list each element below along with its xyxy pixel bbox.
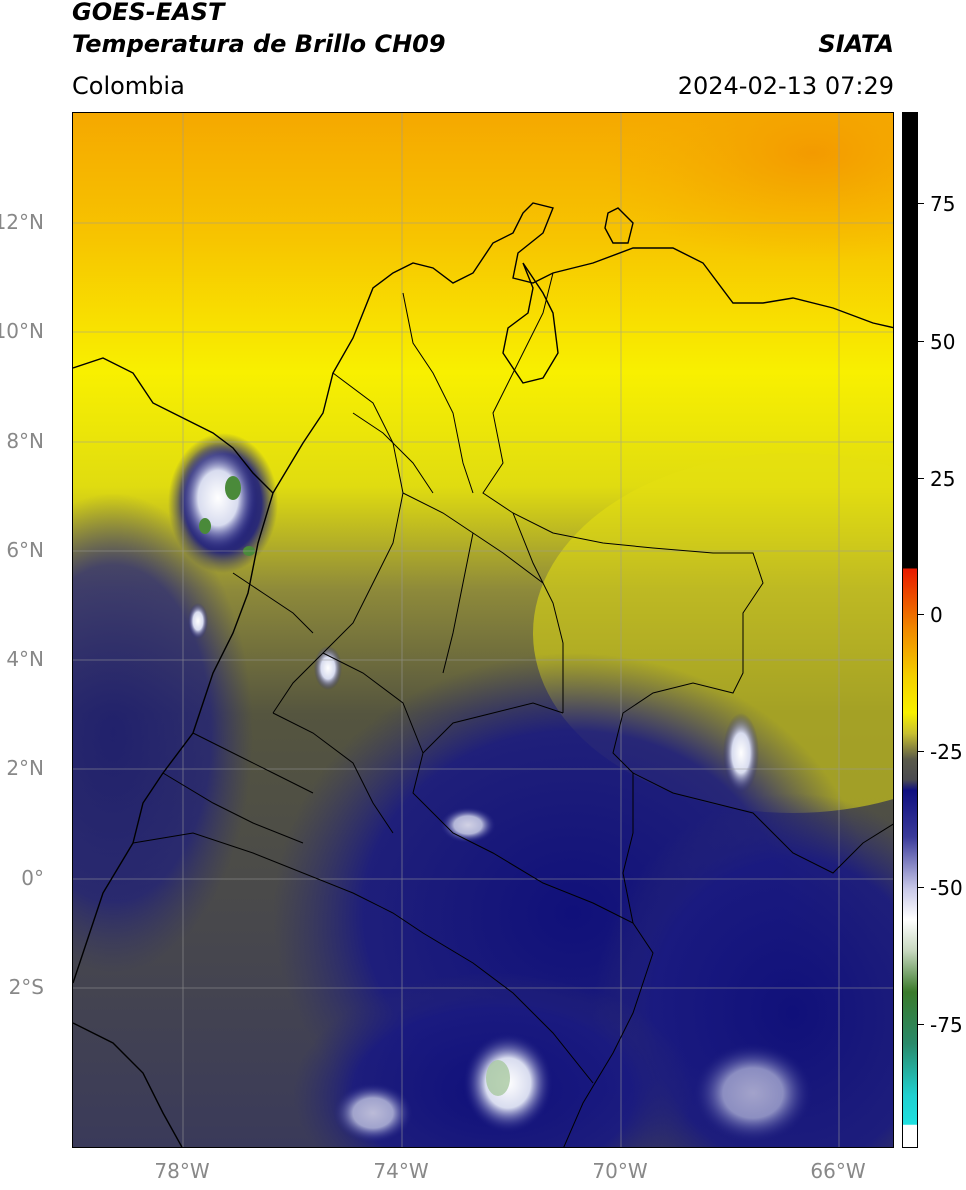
colorbar-tick-mark [918, 478, 924, 479]
colorbar-tick-mark [918, 1024, 924, 1025]
lat-tick: 4°N [6, 647, 44, 671]
lat-tick: 10°N [0, 319, 44, 343]
lat-tick: 6°N [6, 538, 44, 562]
colorbar [902, 112, 918, 1148]
colorbar-tick: 75 [930, 192, 956, 216]
datetime-label: 2024-02-13 07:29 [677, 72, 894, 100]
colorbar-tick: -50 [930, 876, 963, 900]
borders [132, 272, 893, 1147]
colorbar-scale [903, 113, 917, 1147]
lat-tick: 8°N [6, 429, 44, 453]
coastlines [73, 202, 893, 1147]
map-canvas [73, 113, 893, 1147]
colorbar-tick: 25 [930, 467, 956, 491]
colorbar-tick-mark [918, 203, 924, 204]
graticule [73, 113, 893, 1147]
colorbar-tick-mark [918, 614, 924, 615]
colorbar-tick: -25 [930, 740, 963, 764]
lon-tick: 66°W [810, 1159, 866, 1183]
lat-tick: 2°N [6, 756, 44, 780]
region-label: Colombia [72, 72, 185, 100]
satellite-map[interactable] [72, 112, 894, 1148]
colorbar-tick-mark [918, 887, 924, 888]
lon-tick: 78°W [154, 1159, 210, 1183]
lon-tick: 70°W [592, 1159, 648, 1183]
lon-tick: 74°W [373, 1159, 429, 1183]
channel-title: Temperatura de Brillo CH09 [72, 30, 446, 58]
lat-tick: 0° [21, 866, 44, 890]
lat-tick: 2°S [8, 975, 44, 999]
product-title: GOES-EAST [72, 0, 225, 26]
colorbar-tick-mark [918, 341, 924, 342]
lat-tick: 12°N [0, 210, 44, 234]
colorbar-tick: 50 [930, 330, 956, 354]
colorbar-tick: 0 [930, 603, 943, 627]
brand-label: SIATA [818, 30, 894, 58]
colorbar-tick-mark [918, 751, 924, 752]
colorbar-tick: -75 [930, 1013, 963, 1037]
